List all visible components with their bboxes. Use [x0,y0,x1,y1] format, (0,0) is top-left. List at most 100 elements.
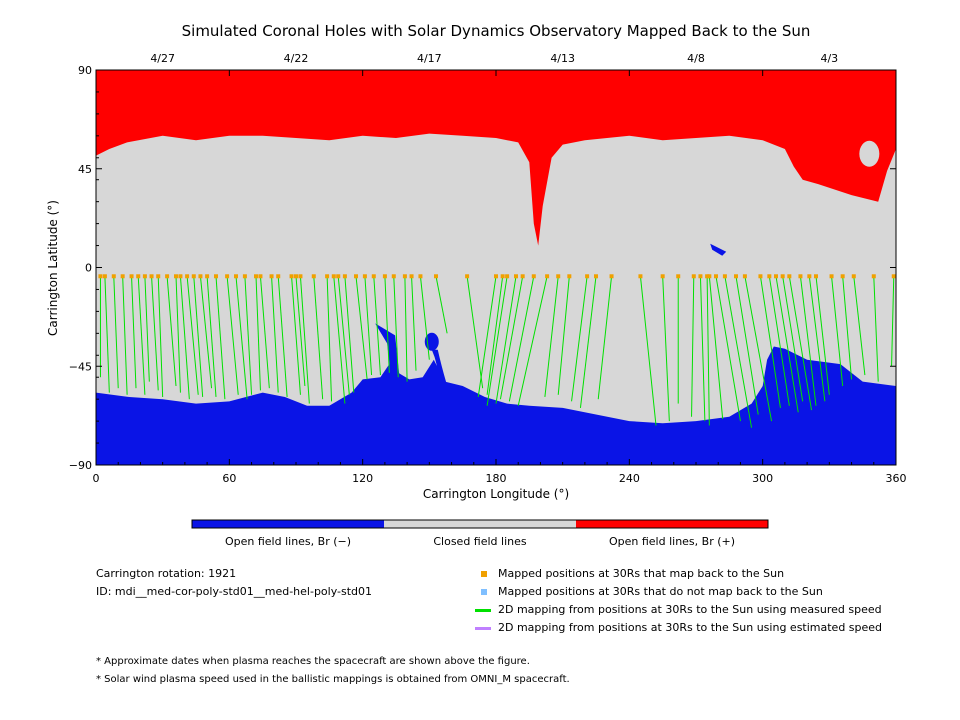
mapped-point [465,274,470,279]
carrington-rotation-text: Carrington rotation: 1921 [96,567,237,580]
mapped-point [840,274,845,279]
mapped-point [198,274,203,279]
mapping-line [337,276,350,395]
mapped-point [567,274,572,279]
mapped-point [311,274,316,279]
colorbar-label: Closed field lines [433,535,527,548]
mapping-line [486,276,508,406]
mapped-point [851,274,856,279]
date-tick-label: 4/13 [550,52,575,65]
plot-area [95,69,897,466]
chart-title: Simulated Coronal Holes with Solar Dynam… [182,22,811,40]
mapping-line [799,276,817,406]
colorbar-frame [191,519,769,529]
x-tick-label: 180 [486,472,507,485]
mapping-line [151,276,159,391]
mapping-line [486,276,504,395]
mapping-line [724,276,753,428]
mapped-point [742,274,747,279]
mapping-line [131,276,137,389]
mapped-point [342,274,347,279]
mapping-line [557,276,570,395]
mapping-line [344,276,355,393]
mapped-point [609,274,614,279]
mapping-line [662,276,670,422]
mapped-point [714,274,718,279]
date-tick-label: 4/22 [284,52,309,65]
legend-item-label: 2D mapping from positions at 30Rs to the… [498,621,883,634]
colorbar-open-negative [192,520,384,528]
mapping-line [831,276,844,387]
mapping-line [277,276,288,398]
mapped-point [787,274,792,279]
negative-coronal-hole-tail [431,349,448,388]
mapping-line [873,276,879,382]
negative-islet [710,243,727,256]
mapped-point [185,274,190,279]
latitude-axis: 90 45 0 −45 −90 [69,64,896,472]
colorbar-open-positive [576,520,768,528]
mapped-point [638,274,643,279]
legend-line-swatch [475,609,491,612]
mapping-line [122,276,128,395]
mapped-point [269,274,274,279]
mapping-line [113,276,119,389]
mapped-point [214,274,218,279]
x-tick-label: 300 [752,472,773,485]
mapped-point [98,274,103,279]
mapping-line [137,276,146,395]
mapped-point [494,274,498,279]
legend-item-label: Mapped positions at 30Rs that do not map… [498,585,823,598]
mapping-line [597,276,613,400]
mapping-line [255,276,261,391]
mapped-point [120,274,125,279]
mapping-line [544,276,559,398]
mapped-point [205,274,210,279]
x-tick-label: 360 [886,472,907,485]
mapped-point [258,274,263,279]
mapping-line [271,276,279,393]
mapped-point [698,274,703,279]
mapping-line [708,276,724,419]
legend-line-swatch [475,627,491,630]
mapping-line [384,276,390,373]
mapping-line [355,276,368,380]
mapping-line [299,276,310,404]
mapping-line [226,276,239,395]
mapped-point [382,274,387,279]
mapping-line [517,276,548,406]
mapped-point [129,274,134,279]
mapping-line [179,276,190,400]
mapped-point [242,274,247,279]
negative-open-field-region [96,346,896,465]
mapping-line [571,276,588,402]
mapped-point [111,274,116,279]
mapped-point [234,274,238,279]
mapping-line [759,276,781,409]
mapped-point [434,274,438,279]
mapped-point [418,274,423,279]
mapping-line [466,276,484,389]
date-tick-label: 4/17 [417,52,442,65]
mapping-line [435,276,448,334]
mapping-line [144,276,150,382]
y-tick-label: −45 [69,360,92,373]
mapping-line [199,276,213,389]
legend-item-label: Mapped positions at 30Rs that map back t… [498,567,785,580]
mapped-point [691,274,696,279]
longitude-axis: 0 60 120 180 240 300 360 [93,70,907,485]
mapped-point [774,274,778,279]
mapped-point [758,274,763,279]
mapping-line [104,276,110,393]
negative-coronal-hole-patch [375,323,400,378]
legend-item-label: 2D mapping from positions at 30Rs to the… [498,603,882,616]
mapped-point [136,274,141,279]
mapping-line [373,276,381,376]
mapping-line [157,276,164,397]
mapped-point [362,274,367,279]
mapping-line [768,276,790,406]
y-tick-label: 0 [85,262,92,275]
mapping-line [235,276,248,400]
mapped-point [798,274,803,279]
